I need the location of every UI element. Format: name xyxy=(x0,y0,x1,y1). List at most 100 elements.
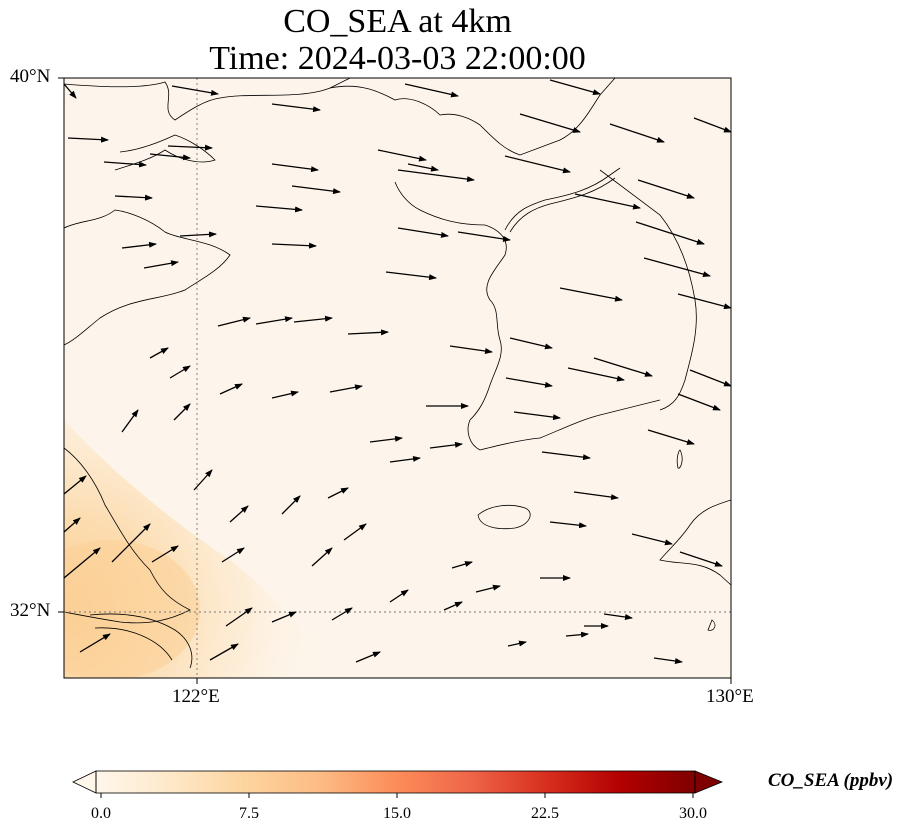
wind-vector-arrow xyxy=(647,429,695,445)
wind-vector-arrow xyxy=(149,153,191,161)
lon-label-122e: 122°E xyxy=(172,686,220,707)
colorbar-extend-max xyxy=(694,770,724,794)
wind-vector-arrow xyxy=(343,523,367,541)
colorbar-extend-min xyxy=(72,770,97,794)
wind-vector-arrow xyxy=(677,293,731,310)
wind-vector-arrow xyxy=(513,411,561,421)
figure-title: CO_SEA at 4km xyxy=(283,3,512,40)
wind-vector-arrow xyxy=(271,242,317,249)
colorbar-frame xyxy=(95,770,696,794)
coastlines xyxy=(64,78,731,669)
wind-vector-arrow xyxy=(449,345,493,354)
jiangsu-coast xyxy=(64,447,191,624)
wind-vector-arrow xyxy=(255,205,303,213)
wind-vector-arrow xyxy=(225,607,253,627)
wind-vector-arrow xyxy=(271,163,319,173)
wind-vector-arrow xyxy=(609,123,665,143)
wind-vector-arrow xyxy=(369,435,403,443)
wind-vector-arrow xyxy=(397,227,449,238)
wind-vector-arrow xyxy=(505,377,553,388)
wind-vector-arrow xyxy=(173,403,191,421)
co-hotspot-core xyxy=(64,540,200,678)
wind-vector-arrow xyxy=(653,657,683,664)
wind-vector-arrow xyxy=(637,179,695,199)
wind-vector-arrow xyxy=(347,329,389,336)
colorbar-label: CO_SEA (ppbv) xyxy=(768,770,894,791)
wind-vector-arrow xyxy=(549,521,587,529)
wind-vector-arrow xyxy=(377,149,427,162)
wind-vector-arrow xyxy=(573,491,619,501)
cb-tick-label-1: 7.5 xyxy=(239,805,259,822)
wind-vector-arrow xyxy=(631,533,673,546)
wind-vector-arrow xyxy=(149,347,169,359)
wind-vector-arrow xyxy=(567,367,625,382)
wind-vector-arrow xyxy=(475,584,501,593)
wind-vector-arrow xyxy=(509,337,553,350)
korea-peninsula-east xyxy=(599,169,697,411)
wind-vector-arrow xyxy=(171,85,219,96)
wind-vector-arrow xyxy=(209,643,239,661)
wind-vector-arrow xyxy=(331,607,353,621)
wind-vector-arrow xyxy=(169,365,191,379)
lat-label-40n: 40°N xyxy=(10,66,51,87)
lat-label-32n: 32°N xyxy=(10,600,51,621)
map-area xyxy=(64,78,731,678)
wind-vector-arrow xyxy=(67,136,109,143)
wind-vector-arrow xyxy=(329,384,363,393)
axis-ticks xyxy=(58,77,732,684)
wind-vector-arrow xyxy=(291,185,341,195)
wind-vector-arrow xyxy=(689,369,731,387)
china-coast-north xyxy=(64,78,351,121)
map-frame xyxy=(63,77,732,679)
wind-vector-arrow xyxy=(603,613,633,620)
wind-vector-arrow xyxy=(64,517,81,533)
liaodong-coast xyxy=(329,78,616,156)
wind-vector-arrow xyxy=(385,271,437,281)
cb-tick-label-3: 22.5 xyxy=(531,805,559,822)
wind-vector-arrow xyxy=(429,441,463,449)
wind-vector-arrow xyxy=(643,257,711,278)
wind-vector-arrow xyxy=(221,547,245,563)
wind-vector-arrow xyxy=(64,475,87,495)
colorbar xyxy=(72,770,724,798)
wind-vector-arrow xyxy=(559,287,623,302)
wind-vector-arrow xyxy=(679,551,723,567)
wind-vector-arrow xyxy=(229,505,249,523)
wind-vector-arrow xyxy=(311,547,333,567)
wind-vector-arrow xyxy=(193,469,213,491)
wind-vector-arrow xyxy=(271,611,297,623)
wind-vector-arrow xyxy=(397,169,475,183)
yangtze-estuary xyxy=(89,613,193,669)
wind-vector-arrow xyxy=(143,260,179,269)
lon-label-130e: 130°E xyxy=(706,686,754,707)
wind-vectors xyxy=(64,79,731,664)
wind-vector-arrow xyxy=(593,357,653,377)
wind-vector-arrow xyxy=(64,83,77,99)
wind-vector-arrow xyxy=(121,409,139,433)
wind-vector-arrow xyxy=(693,117,731,133)
gridlines xyxy=(64,78,731,678)
wind-vector-arrow xyxy=(217,316,251,327)
colorbar-gradient xyxy=(96,771,695,793)
wind-vector-arrow xyxy=(271,103,321,113)
wind-vector-arrow xyxy=(504,155,571,174)
wind-vector-arrow xyxy=(404,83,459,98)
wind-vector-arrow xyxy=(179,231,217,238)
wind-vector-arrow xyxy=(541,451,591,461)
wind-vector-arrow xyxy=(64,547,101,579)
wind-vector-arrow xyxy=(79,633,111,653)
japan-kyushu-coast xyxy=(659,499,731,586)
wind-vector-arrow xyxy=(389,455,421,463)
jeju-island xyxy=(477,504,531,530)
wind-vector-arrow xyxy=(327,487,349,499)
wind-vector-arrow xyxy=(111,523,151,563)
korea-north-border xyxy=(504,167,621,233)
wind-vector-arrow xyxy=(271,390,299,399)
wind-vector-arrow xyxy=(355,651,381,663)
wind-vector-arrow xyxy=(677,393,721,411)
wind-vector-arrow xyxy=(565,631,589,638)
korea-peninsula-south xyxy=(479,399,661,451)
wind-vector-arrow xyxy=(407,163,439,172)
wind-vector-arrow xyxy=(121,241,157,249)
